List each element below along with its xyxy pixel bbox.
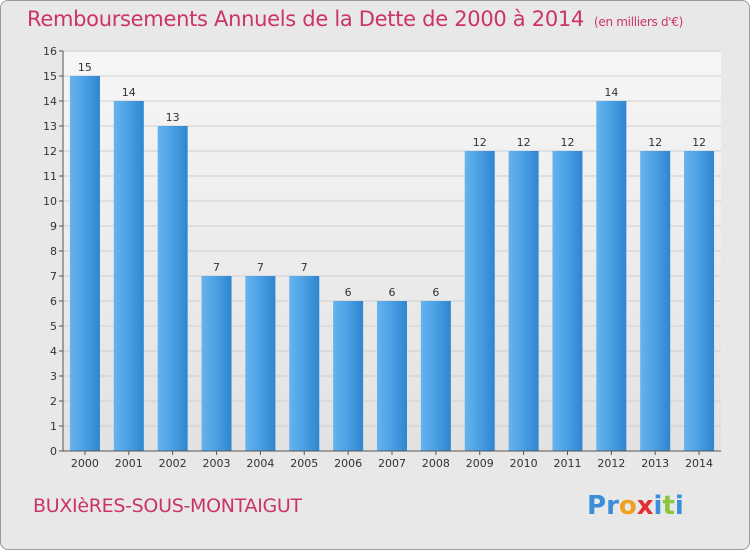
bar [201,276,232,451]
y-tick-label: 4 [50,345,57,358]
x-tick-label: 2006 [334,457,362,470]
logo-letter: o [618,491,637,521]
bar [464,151,495,451]
commune-name: BUXIèRES-SOUS-MONTAIGUT [33,495,302,517]
x-tick-label: 2012 [597,457,625,470]
x-tick-label: 2005 [290,457,318,470]
data-label: 12 [473,136,487,149]
y-tick-label: 15 [43,70,57,83]
x-tick-label: 2004 [246,457,274,470]
data-label: 14 [122,86,136,99]
bar [245,276,276,451]
x-tick-label: 2007 [378,457,406,470]
chart-title-text: Remboursements Annuels de la Dette de 20… [27,7,584,31]
bar [596,101,627,451]
data-label: 12 [692,136,706,149]
logo-letter: i [653,491,663,521]
x-tick-label: 2001 [115,457,143,470]
y-tick-label: 9 [50,220,57,233]
bar [333,301,364,451]
proxiti-logo: Proxiti [587,491,684,521]
x-tick-label: 2014 [685,457,713,470]
data-label: 15 [78,61,92,74]
y-tick-label: 3 [50,370,57,383]
y-tick-label: 11 [43,170,57,183]
data-label: 7 [257,261,264,274]
y-tick-label: 12 [43,145,57,158]
y-tick-label: 8 [50,245,57,258]
y-tick-label: 16 [43,45,57,58]
x-tick-label: 2000 [71,457,99,470]
logo-letter: x [636,491,654,521]
y-tick-label: 1 [50,420,57,433]
y-tick-label: 10 [43,195,57,208]
bar [289,276,320,451]
bar [508,151,539,451]
y-tick-label: 5 [50,320,57,333]
data-label: 7 [301,261,308,274]
y-tick-label: 14 [43,95,57,108]
data-label: 12 [517,136,531,149]
y-tick-label: 6 [50,295,57,308]
bar [69,76,100,451]
data-label: 12 [560,136,574,149]
data-label: 12 [648,136,662,149]
bar [113,101,144,451]
x-tick-label: 2003 [203,457,231,470]
logo-letter: P [587,491,607,521]
y-tick-label: 2 [50,395,57,408]
bar [377,301,407,451]
y-tick-label: 0 [50,445,57,458]
bar [420,301,451,451]
logo-letter: r [606,491,619,521]
x-tick-label: 2013 [641,457,669,470]
x-tick-label: 2011 [553,457,581,470]
logo-letter: i [674,491,684,521]
data-label: 14 [604,86,618,99]
x-tick-label: 2009 [466,457,494,470]
chart-unit: (en milliers d'€) [594,15,684,29]
logo-letter: t [662,491,675,521]
bar [640,151,671,451]
bar [684,151,715,451]
x-tick-label: 2008 [422,457,450,470]
bar [552,151,583,451]
x-tick-label: 2010 [510,457,538,470]
bar [157,126,188,451]
y-tick-label: 13 [43,120,57,133]
data-label: 13 [166,111,180,124]
data-label: 6 [345,286,352,299]
data-label: 6 [389,286,396,299]
x-tick-label: 2002 [159,457,187,470]
data-label: 7 [213,261,220,274]
chart-title: Remboursements Annuels de la Dette de 20… [27,7,683,31]
y-tick-label: 7 [50,270,57,283]
data-label: 6 [432,286,439,299]
